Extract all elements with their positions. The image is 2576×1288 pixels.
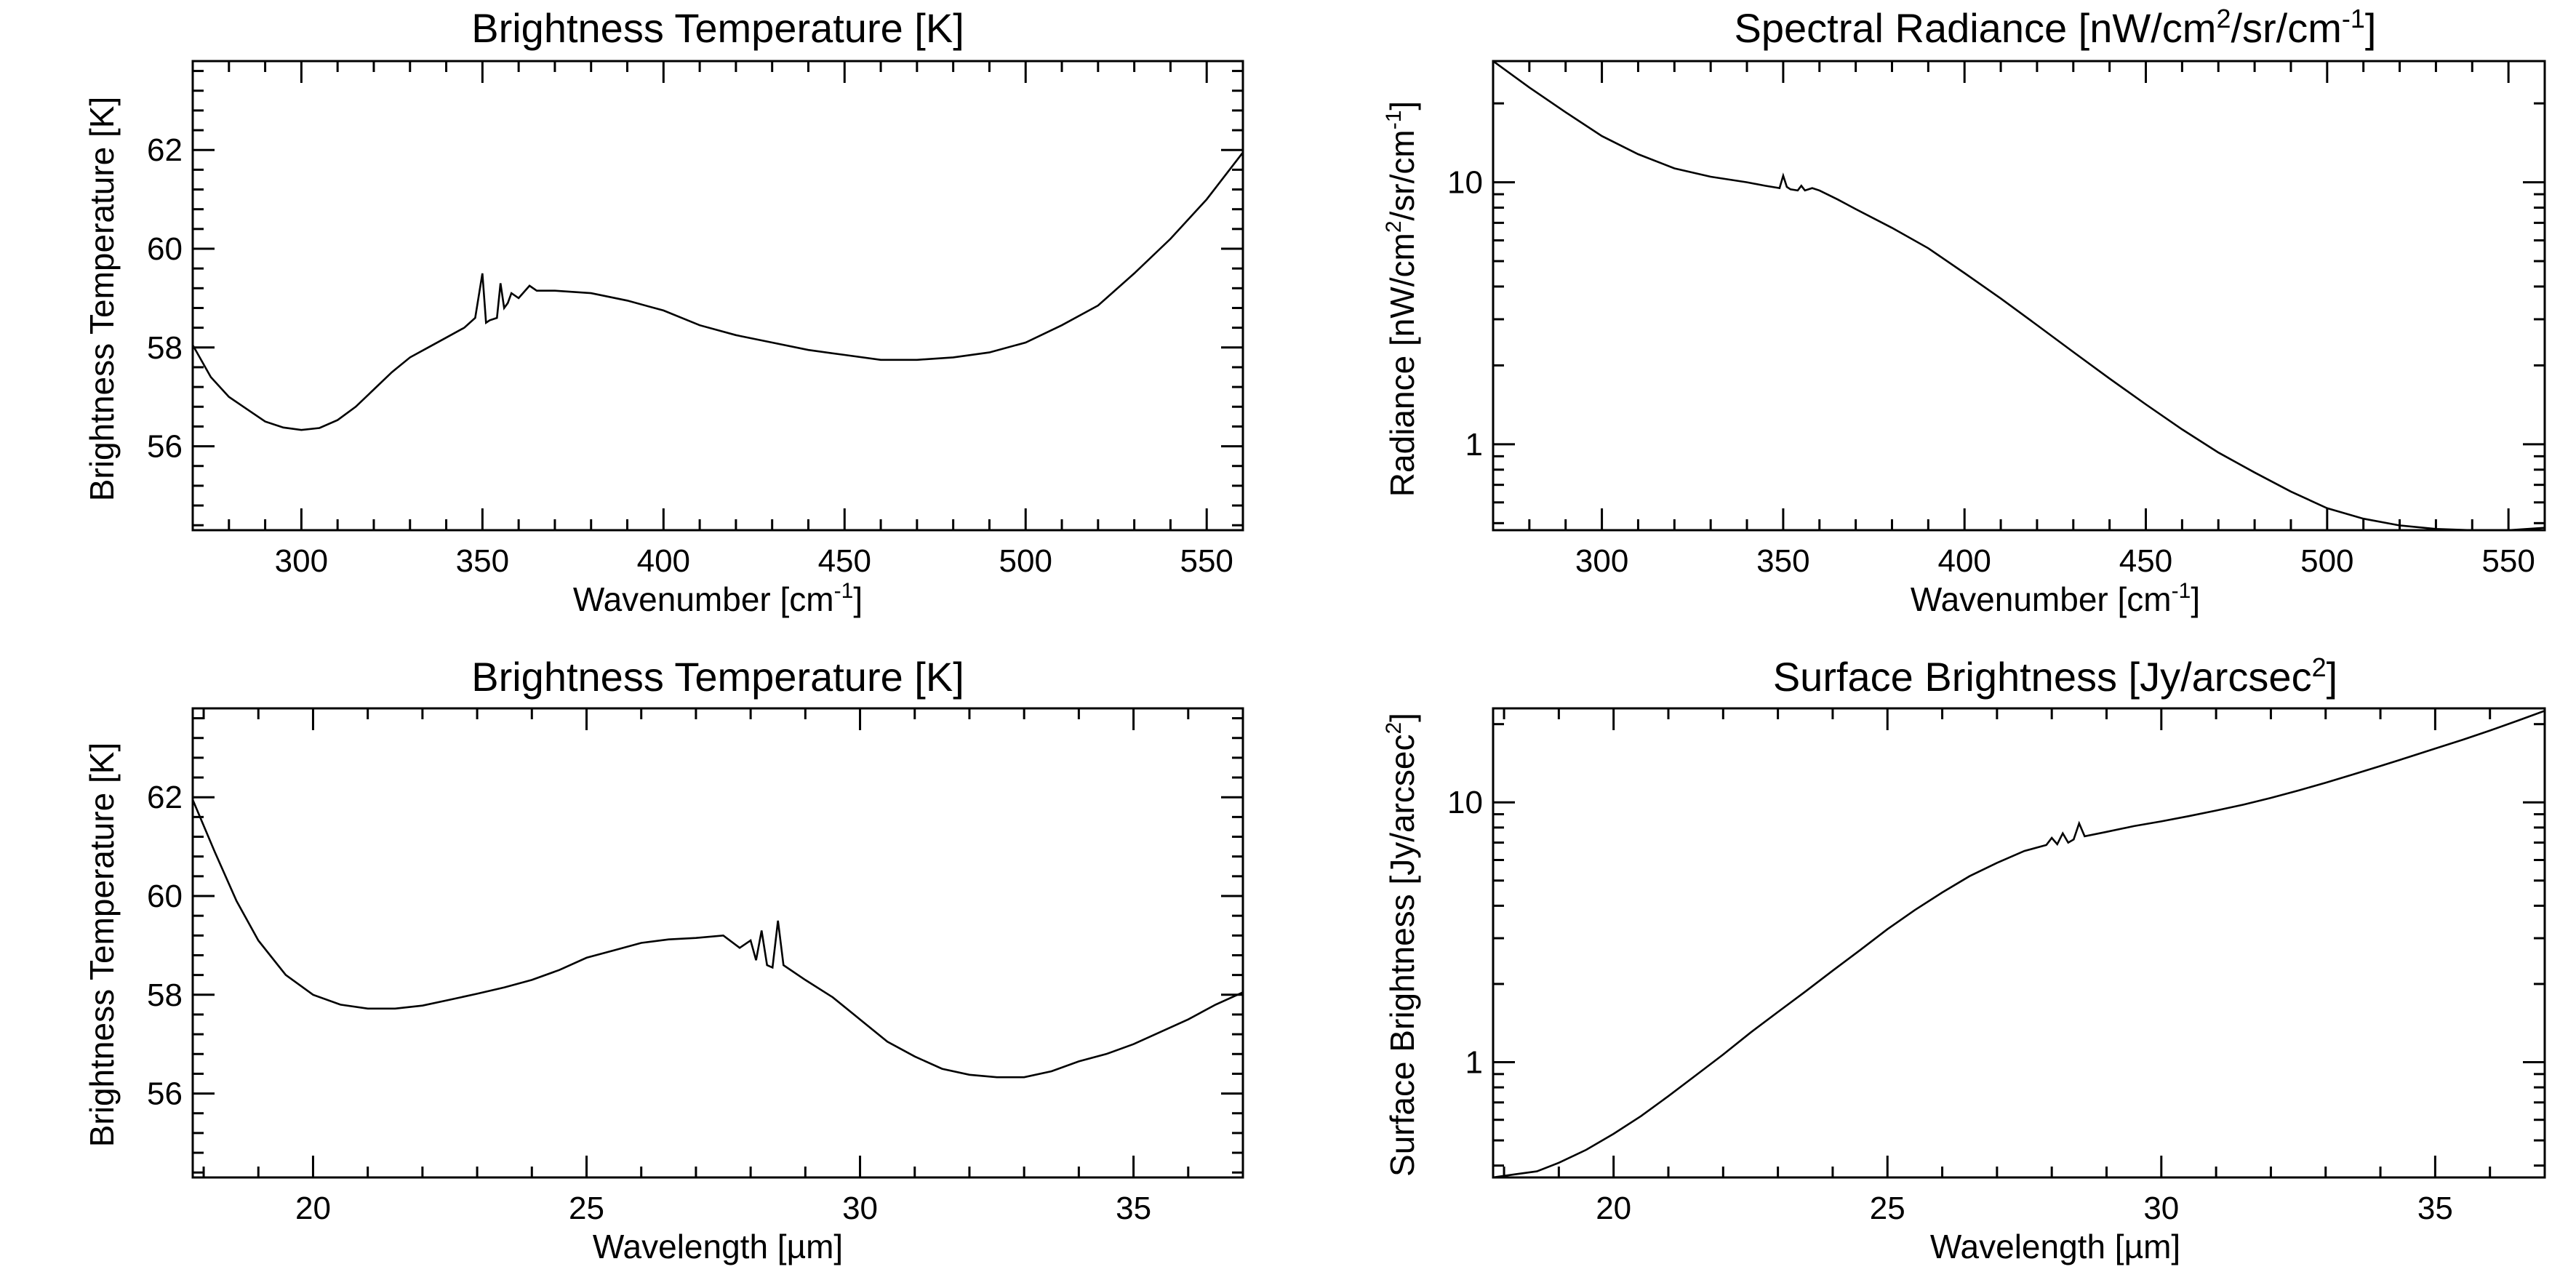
y-axis-label: Surface Brightness [Jy/arcsec2] [1382, 713, 1421, 1177]
x-tick-label: 550 [1180, 543, 1233, 579]
x-tick-label: 25 [569, 1191, 604, 1226]
x-axis-label: Wavelength [µm] [593, 1228, 843, 1265]
panel-brightness-temperature-wavelength: Brightness Temperature [K] Wavelength [µ… [83, 654, 1244, 1265]
x-tick-label: 350 [456, 543, 509, 579]
panel-brightness-temperature-wavenumber: Brightness Temperature [K] Wavenumber [c… [83, 5, 1244, 618]
x-axis-label: Wavenumber [cm-1] [573, 579, 863, 618]
x-tick-label: 450 [2119, 543, 2172, 579]
data-series-line [193, 799, 1243, 1079]
y-tick-label: 60 [147, 879, 183, 914]
x-tick-label: 35 [2417, 1191, 2453, 1226]
y-tick-label: 58 [147, 330, 183, 366]
plot-frame [1492, 60, 2546, 532]
y-tick-label: 10 [1447, 785, 1483, 820]
x-tick-label: 400 [1937, 543, 1991, 579]
x-tick-label: 30 [2143, 1191, 2179, 1226]
y-axis-label: Brightness Temperature [K] [83, 97, 121, 502]
y-tick-label: 58 [147, 977, 183, 1013]
y-tick-label: 56 [147, 429, 183, 465]
x-tick-label: 350 [1756, 543, 1809, 579]
data-series-line [1493, 710, 2545, 1177]
y-tick-label: 10 [1447, 165, 1483, 201]
x-tick-label: 400 [637, 543, 690, 579]
panel-spectral-radiance-wavenumber: Spectral Radiance [nW/cm2/sr/cm-1] Waven… [1382, 4, 2546, 618]
y-tick-label: 62 [147, 132, 183, 168]
data-series-line [1493, 61, 2545, 530]
x-tick-label: 500 [999, 543, 1052, 579]
plot-frame [191, 60, 1244, 532]
y-axis-label: Radiance [nW/cm2/sr/cm-1] [1382, 101, 1421, 497]
chart-title: Brightness Temperature [K] [471, 654, 964, 700]
plot-frame [1492, 707, 2546, 1179]
x-tick-label: 450 [818, 543, 871, 579]
x-tick-label: 20 [295, 1191, 331, 1226]
x-tick-label: 300 [1575, 543, 1628, 579]
chart-title: Brightness Temperature [K] [471, 5, 964, 51]
x-tick-label: 25 [1870, 1191, 1905, 1226]
x-axis-label: Wavenumber [cm-1] [1911, 579, 2200, 618]
x-tick-label: 550 [2481, 543, 2535, 579]
chart-title: Spectral Radiance [nW/cm2/sr/cm-1] [1735, 4, 2377, 51]
chart-title: Surface Brightness [Jy/arcsec2] [1773, 652, 2337, 700]
y-tick-label: 1 [1465, 1044, 1483, 1080]
plot-frame [191, 707, 1244, 1179]
y-axis-label: Brightness Temperature [K] [83, 743, 121, 1148]
y-tick-label: 56 [147, 1076, 183, 1112]
x-tick-label: 30 [842, 1191, 878, 1226]
y-tick-label: 1 [1465, 427, 1483, 463]
x-tick-label: 300 [275, 543, 328, 579]
y-tick-label: 62 [147, 780, 183, 815]
x-tick-label: 20 [1596, 1191, 1631, 1226]
panel-surface-brightness-wavelength: Surface Brightness [Jy/arcsec2] Waveleng… [1382, 652, 2546, 1265]
y-tick-label: 60 [147, 231, 183, 267]
x-axis-label: Wavelength [µm] [1930, 1228, 2180, 1265]
x-tick-label: 500 [2300, 543, 2353, 579]
data-series-line [193, 151, 1243, 431]
x-tick-label: 35 [1116, 1191, 1151, 1226]
